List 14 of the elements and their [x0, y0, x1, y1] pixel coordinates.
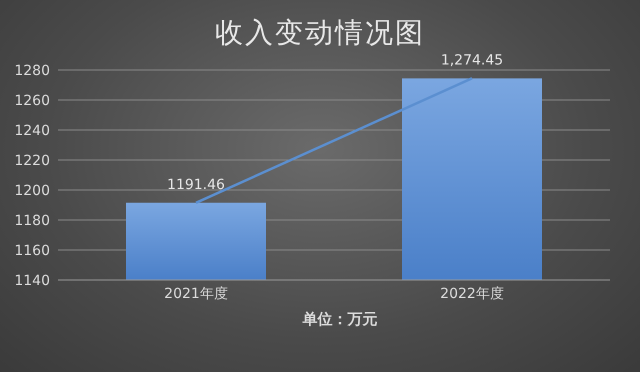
- y-tick-label: 1160: [14, 242, 50, 259]
- x-tick-label: 2021年度: [164, 286, 228, 302]
- data-label: 1191.46: [167, 176, 226, 193]
- x-tick-label: 2022年度: [440, 286, 504, 302]
- data-label: 1,274.45: [440, 52, 504, 68]
- y-tick-label: 1260: [14, 92, 50, 109]
- chart-title: 收入变动情况图: [214, 15, 426, 51]
- y-tick-label: 1240: [14, 122, 50, 139]
- y-tick-label: 1280: [14, 62, 50, 79]
- y-tick-label: 1220: [14, 152, 50, 169]
- text: 单位：万元: [302, 310, 378, 329]
- y-tick-label: 1140: [14, 272, 50, 289]
- y-tick-label: 1200: [14, 182, 50, 199]
- y-tick-label: 1180: [14, 212, 50, 229]
